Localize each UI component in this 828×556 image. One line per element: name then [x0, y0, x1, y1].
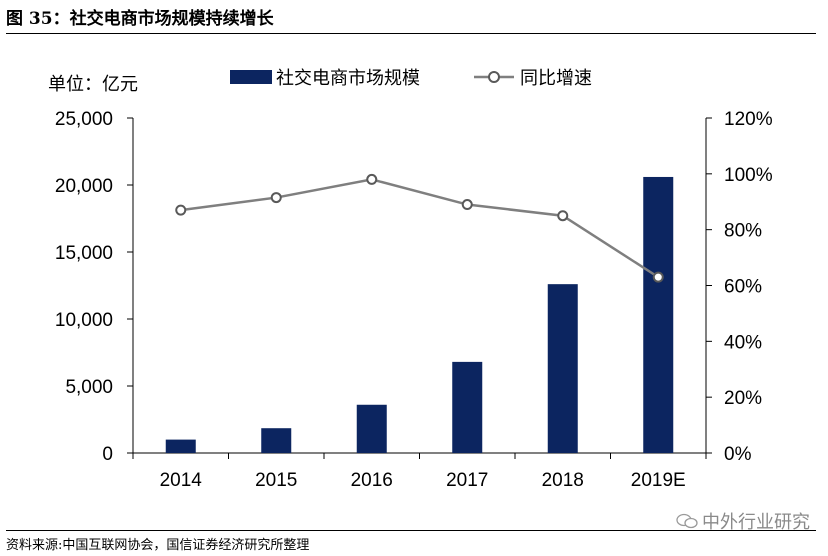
- wechat-icon: [676, 513, 698, 529]
- line-point: [652, 271, 664, 283]
- watermark-text: 中外行业研究: [702, 512, 810, 533]
- x-tick-label: 2015: [255, 470, 297, 491]
- x-tick-label: 2019E: [631, 470, 686, 491]
- right-tick-label: 120%: [724, 109, 773, 130]
- right-tick-label: 0%: [724, 444, 752, 465]
- line-point: [270, 192, 282, 204]
- legend-line-marker: [488, 71, 500, 83]
- x-tick-label: 2018: [542, 470, 584, 491]
- source-rule: [6, 530, 816, 531]
- line-point: [461, 199, 473, 211]
- legend-bar-swatch: [230, 70, 272, 84]
- line-point: [366, 173, 378, 185]
- bar: [547, 284, 578, 453]
- left-tick-label: 5,000: [65, 377, 113, 398]
- bar: [643, 176, 674, 453]
- left-tick-label: 25,000: [55, 109, 113, 130]
- bar: [452, 361, 483, 453]
- figure-title: 图 35：社交电商市场规模持续增长: [6, 9, 274, 29]
- right-tick-label: 100%: [724, 165, 773, 186]
- left-tick-label: 20,000: [55, 176, 113, 197]
- left-tick-label: 0: [102, 444, 113, 465]
- bar: [356, 404, 387, 453]
- right-tick-label: 60%: [724, 277, 762, 298]
- right-tick-label: 20%: [724, 388, 762, 409]
- line-point: [175, 204, 187, 216]
- bar: [165, 439, 196, 453]
- x-tick-label: 2014: [160, 470, 203, 491]
- left-tick-label: 10,000: [55, 310, 113, 331]
- chart: 0 5,000 10,000 15,000 20,000 25,000 0% 20% 40% 60…: [48, 68, 773, 491]
- left-tick-label: 15,000: [55, 243, 113, 264]
- legend-bar-label: 社交电商市场规模: [276, 68, 420, 89]
- x-tick-label: 2016: [351, 470, 393, 491]
- x-tick-label: 2017: [446, 470, 488, 491]
- watermark: 中外行业研究: [676, 508, 810, 534]
- right-tick-label: 80%: [724, 221, 762, 242]
- unit-label: 单位：亿元: [48, 74, 138, 95]
- line-point: [557, 210, 569, 222]
- bar: [261, 428, 292, 453]
- source-note: 资料来源:中国互联网协会，国信证券经济研究所整理: [6, 538, 310, 553]
- right-tick-label: 40%: [724, 332, 762, 353]
- growth-line: [180, 178, 659, 279]
- title-rule: [6, 33, 816, 34]
- legend-line-label: 同比增速: [520, 68, 592, 89]
